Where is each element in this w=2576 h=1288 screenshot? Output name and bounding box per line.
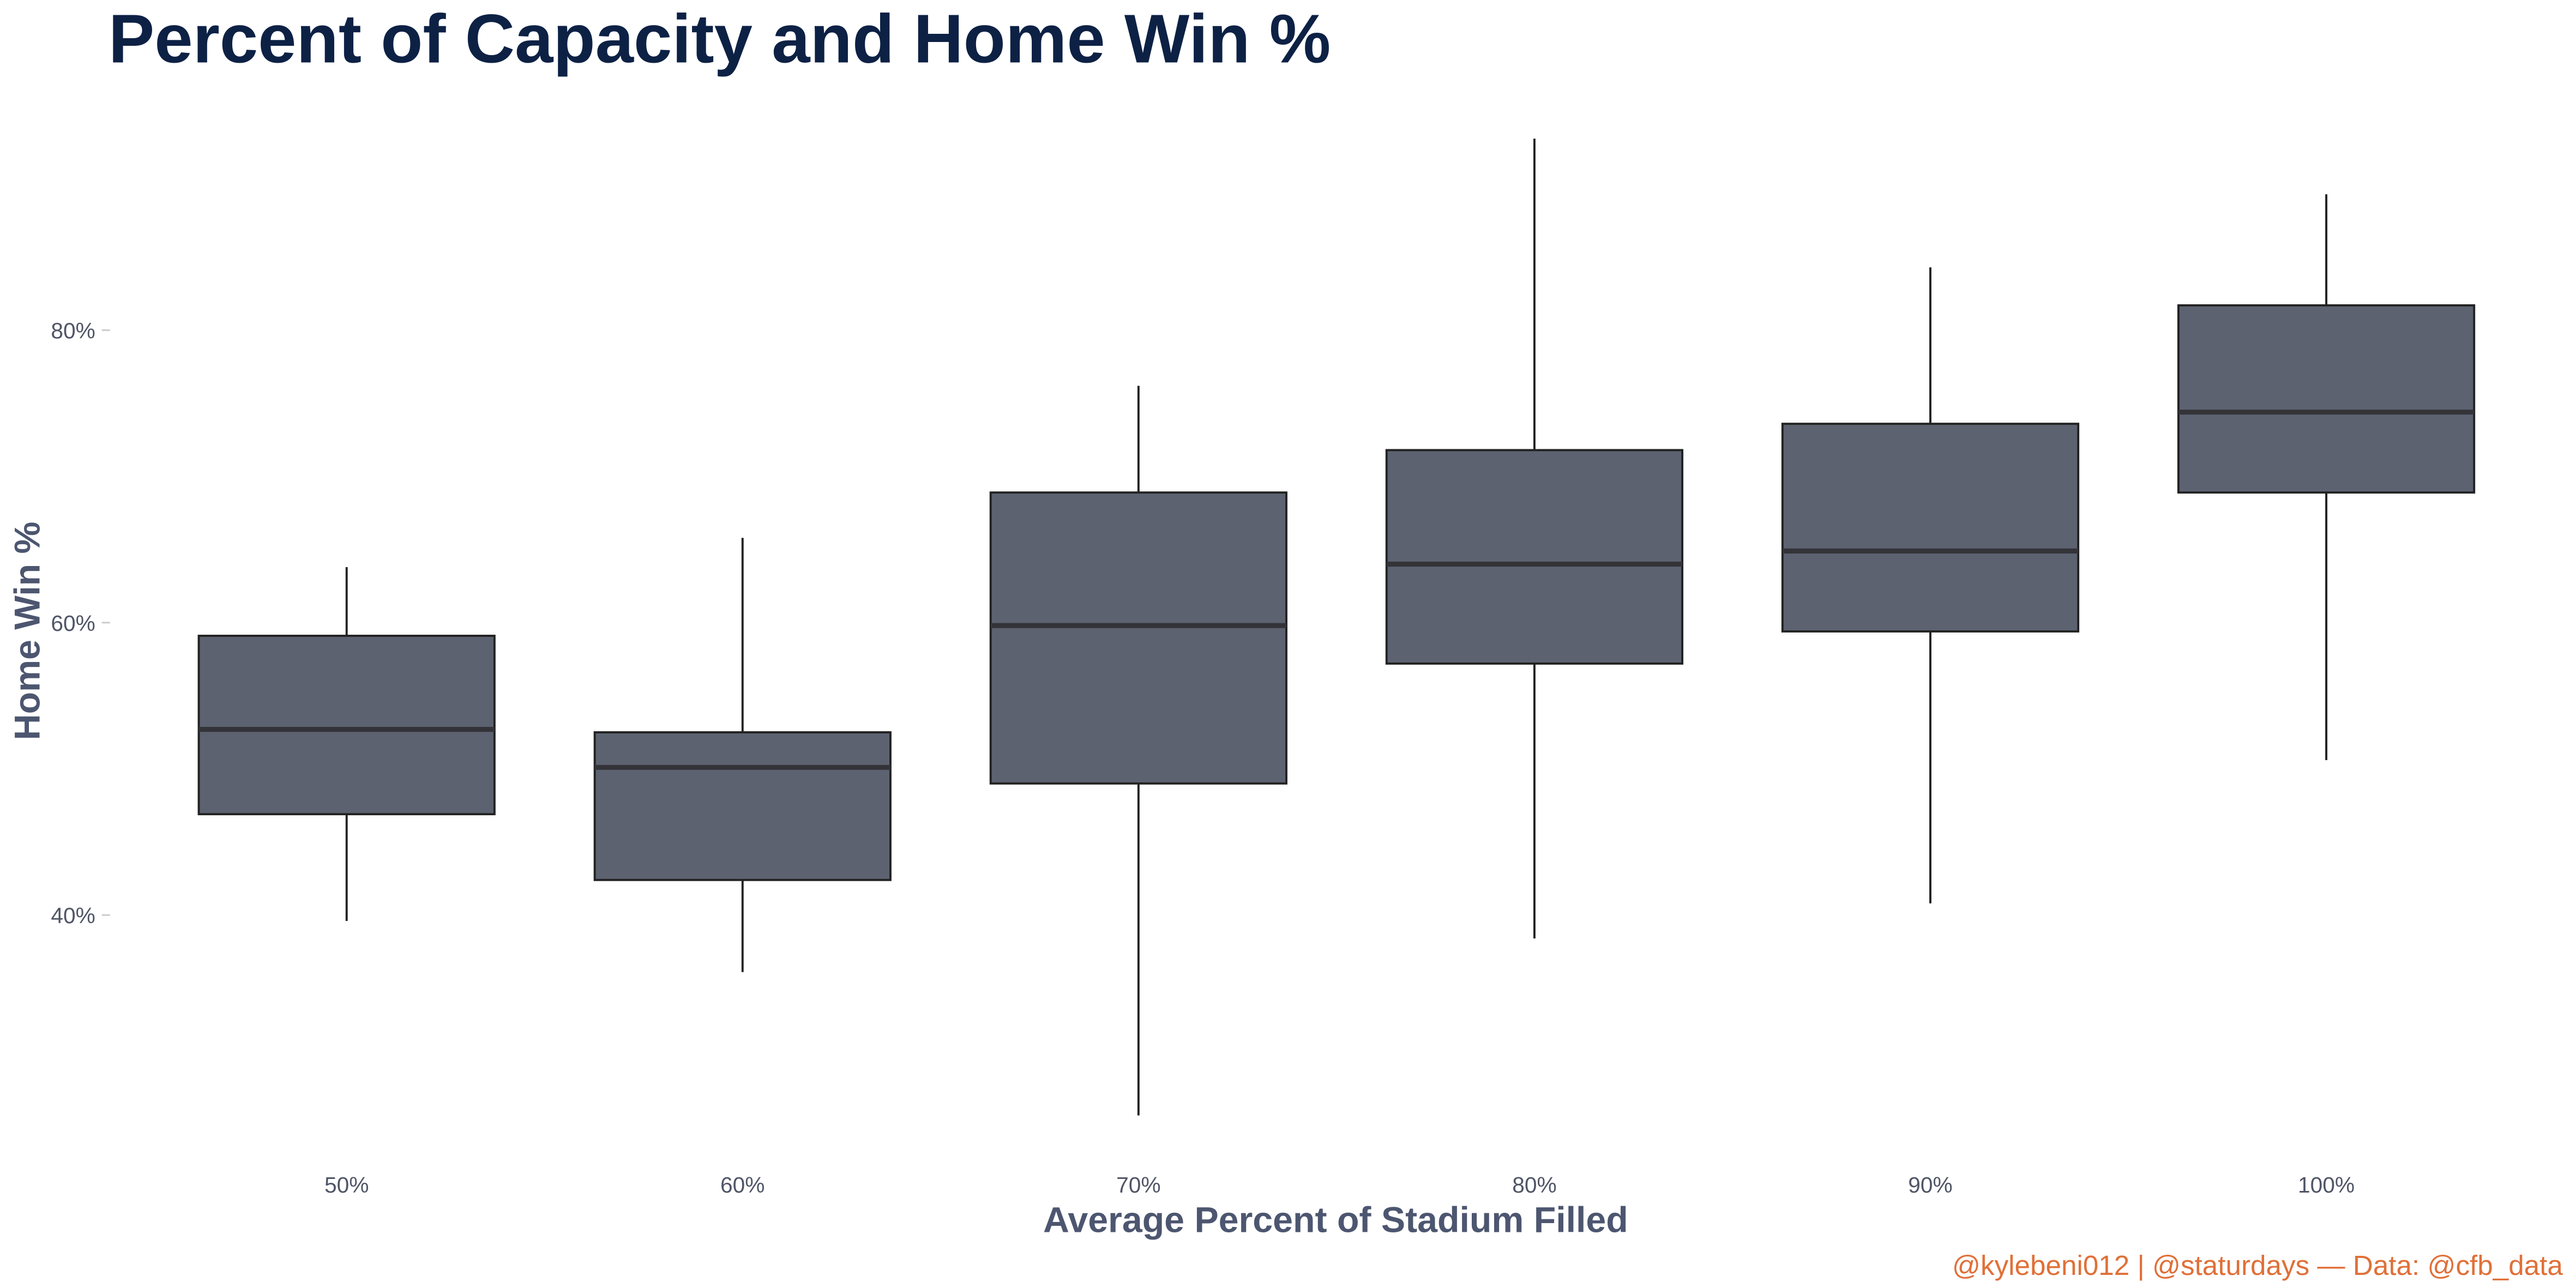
x-axis: 50% 60% 70% 80% 90% 100% [324, 1172, 2355, 1197]
y-tick-label: 80% [51, 318, 95, 344]
box-100% [2177, 194, 2476, 760]
iqr-box [2177, 304, 2476, 494]
iqr-box [1781, 423, 2080, 633]
iqr-box [593, 731, 892, 881]
y-tick-label: 60% [51, 611, 95, 636]
y-axis-label: Home Win % [7, 522, 47, 741]
box-50% [197, 567, 496, 921]
iqr-box [197, 635, 496, 816]
iqr-box [1385, 449, 1684, 665]
x-tick-label: 70% [1116, 1172, 1160, 1197]
chart-title: Percent of Capacity and Home Win % [109, 0, 1331, 77]
box-90% [1781, 267, 2080, 904]
box-70% [989, 386, 1287, 1116]
iqr-box [989, 491, 1287, 785]
x-tick-label: 60% [720, 1172, 765, 1197]
caption: @kylebeni012 | @staturdays — Data: @cfb_… [1952, 1250, 2563, 1281]
box-60% [593, 538, 892, 972]
y-axis: 40% 60% 80% [51, 318, 110, 928]
x-tick-label: 90% [1908, 1172, 1952, 1197]
x-tick-label: 100% [2298, 1172, 2355, 1197]
x-tick-label: 50% [324, 1172, 369, 1197]
x-tick-label: 80% [1512, 1172, 1556, 1197]
y-tick-label: 40% [51, 903, 95, 928]
x-axis-label: Average Percent of Stadium Filled [1043, 1200, 1628, 1241]
boxes [197, 139, 2476, 1116]
box-80% [1385, 139, 1684, 939]
